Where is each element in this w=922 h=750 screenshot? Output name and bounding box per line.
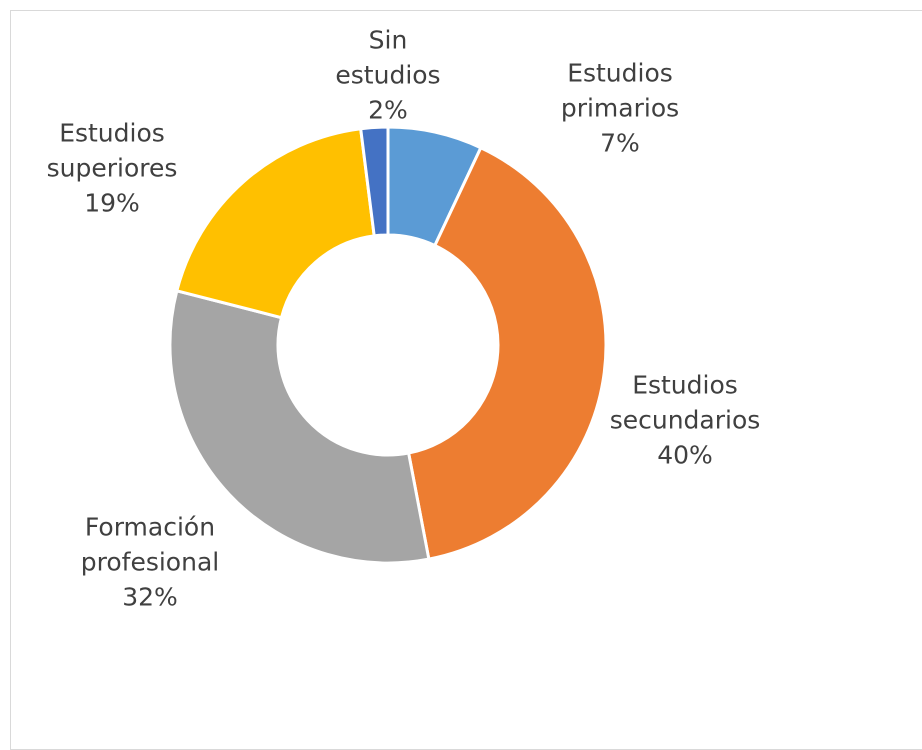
slice-label: Formación profesional 32% xyxy=(55,510,245,615)
slice-label: Estudios superiores 19% xyxy=(17,116,207,221)
category-name: Sin estudios xyxy=(335,25,441,90)
slice-label: Sin estudios 2% xyxy=(293,23,483,128)
category-name: Estudios superiores xyxy=(46,118,178,183)
donut-slice xyxy=(168,288,431,565)
category-name: Estudios secundarios xyxy=(609,370,761,435)
percent-label: 19% xyxy=(84,188,140,218)
chart xyxy=(168,125,608,565)
slice-label: Estudios primarios 7% xyxy=(525,56,715,161)
donut-slice xyxy=(175,127,376,320)
percent-label: 2% xyxy=(368,95,408,125)
category-name: Formación profesional xyxy=(80,512,220,577)
donut-slice xyxy=(406,145,608,561)
category-name: Estudios primarios xyxy=(560,58,680,123)
page: {"chart_data": {"type": "donut", "catego… xyxy=(10,10,922,750)
donut-slice xyxy=(359,125,390,238)
percent-label: 7% xyxy=(600,128,640,158)
percent-label: 40% xyxy=(657,440,713,470)
slice-label: Estudios secundarios 40% xyxy=(590,368,780,473)
percent-label: 32% xyxy=(122,582,178,612)
